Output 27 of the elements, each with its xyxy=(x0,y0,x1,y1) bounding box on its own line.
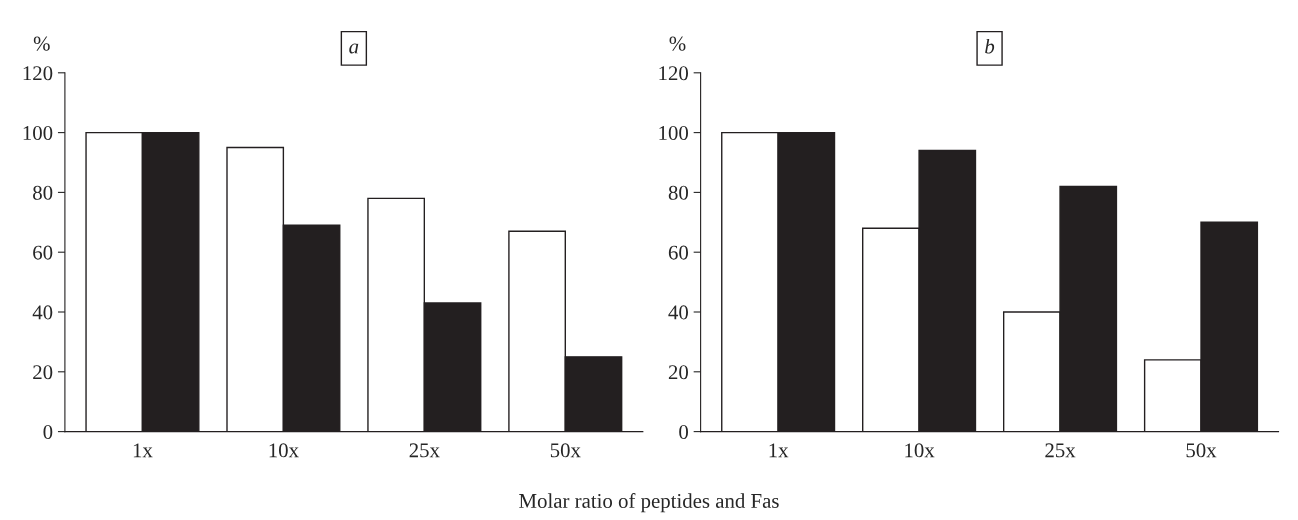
y-tick-label: 60 xyxy=(33,245,53,260)
y-tick-label: 100 xyxy=(659,125,689,141)
x-tick-label: 10x xyxy=(269,443,299,458)
y-tick-label: 40 xyxy=(668,305,689,320)
chart-title: a xyxy=(349,43,359,54)
chart-title: b xyxy=(985,38,995,54)
y-tick-label: 120 xyxy=(659,66,689,81)
x-tick-label: 1x xyxy=(133,443,153,458)
y-tick-label: 60 xyxy=(668,245,689,260)
y-axis-title: % xyxy=(669,36,686,51)
y-tick-label: 120 xyxy=(23,66,53,81)
x-tick-label: 50x xyxy=(1186,443,1217,458)
y-tick-label: 0 xyxy=(679,424,689,440)
y-tick-label: 80 xyxy=(668,185,689,200)
y-axis-title: % xyxy=(33,36,50,51)
x-tick-label: 25x xyxy=(1045,443,1076,458)
y-tick-label: 20 xyxy=(33,365,53,380)
y-tick-label: 40 xyxy=(32,305,53,320)
y-tick-label: 100 xyxy=(23,125,53,141)
y-tick-label: 80 xyxy=(33,185,53,200)
y-tick-label: 20 xyxy=(668,365,689,380)
x-tick-label: 1x xyxy=(769,443,789,458)
x-tick-label: 50x xyxy=(550,443,581,458)
x-tick-label: 25x xyxy=(409,443,440,458)
text: Molar ratio of peptides and Fas xyxy=(519,493,779,513)
x-tick-label: 10x xyxy=(905,443,935,458)
y-tick-label: 0 xyxy=(43,424,53,440)
